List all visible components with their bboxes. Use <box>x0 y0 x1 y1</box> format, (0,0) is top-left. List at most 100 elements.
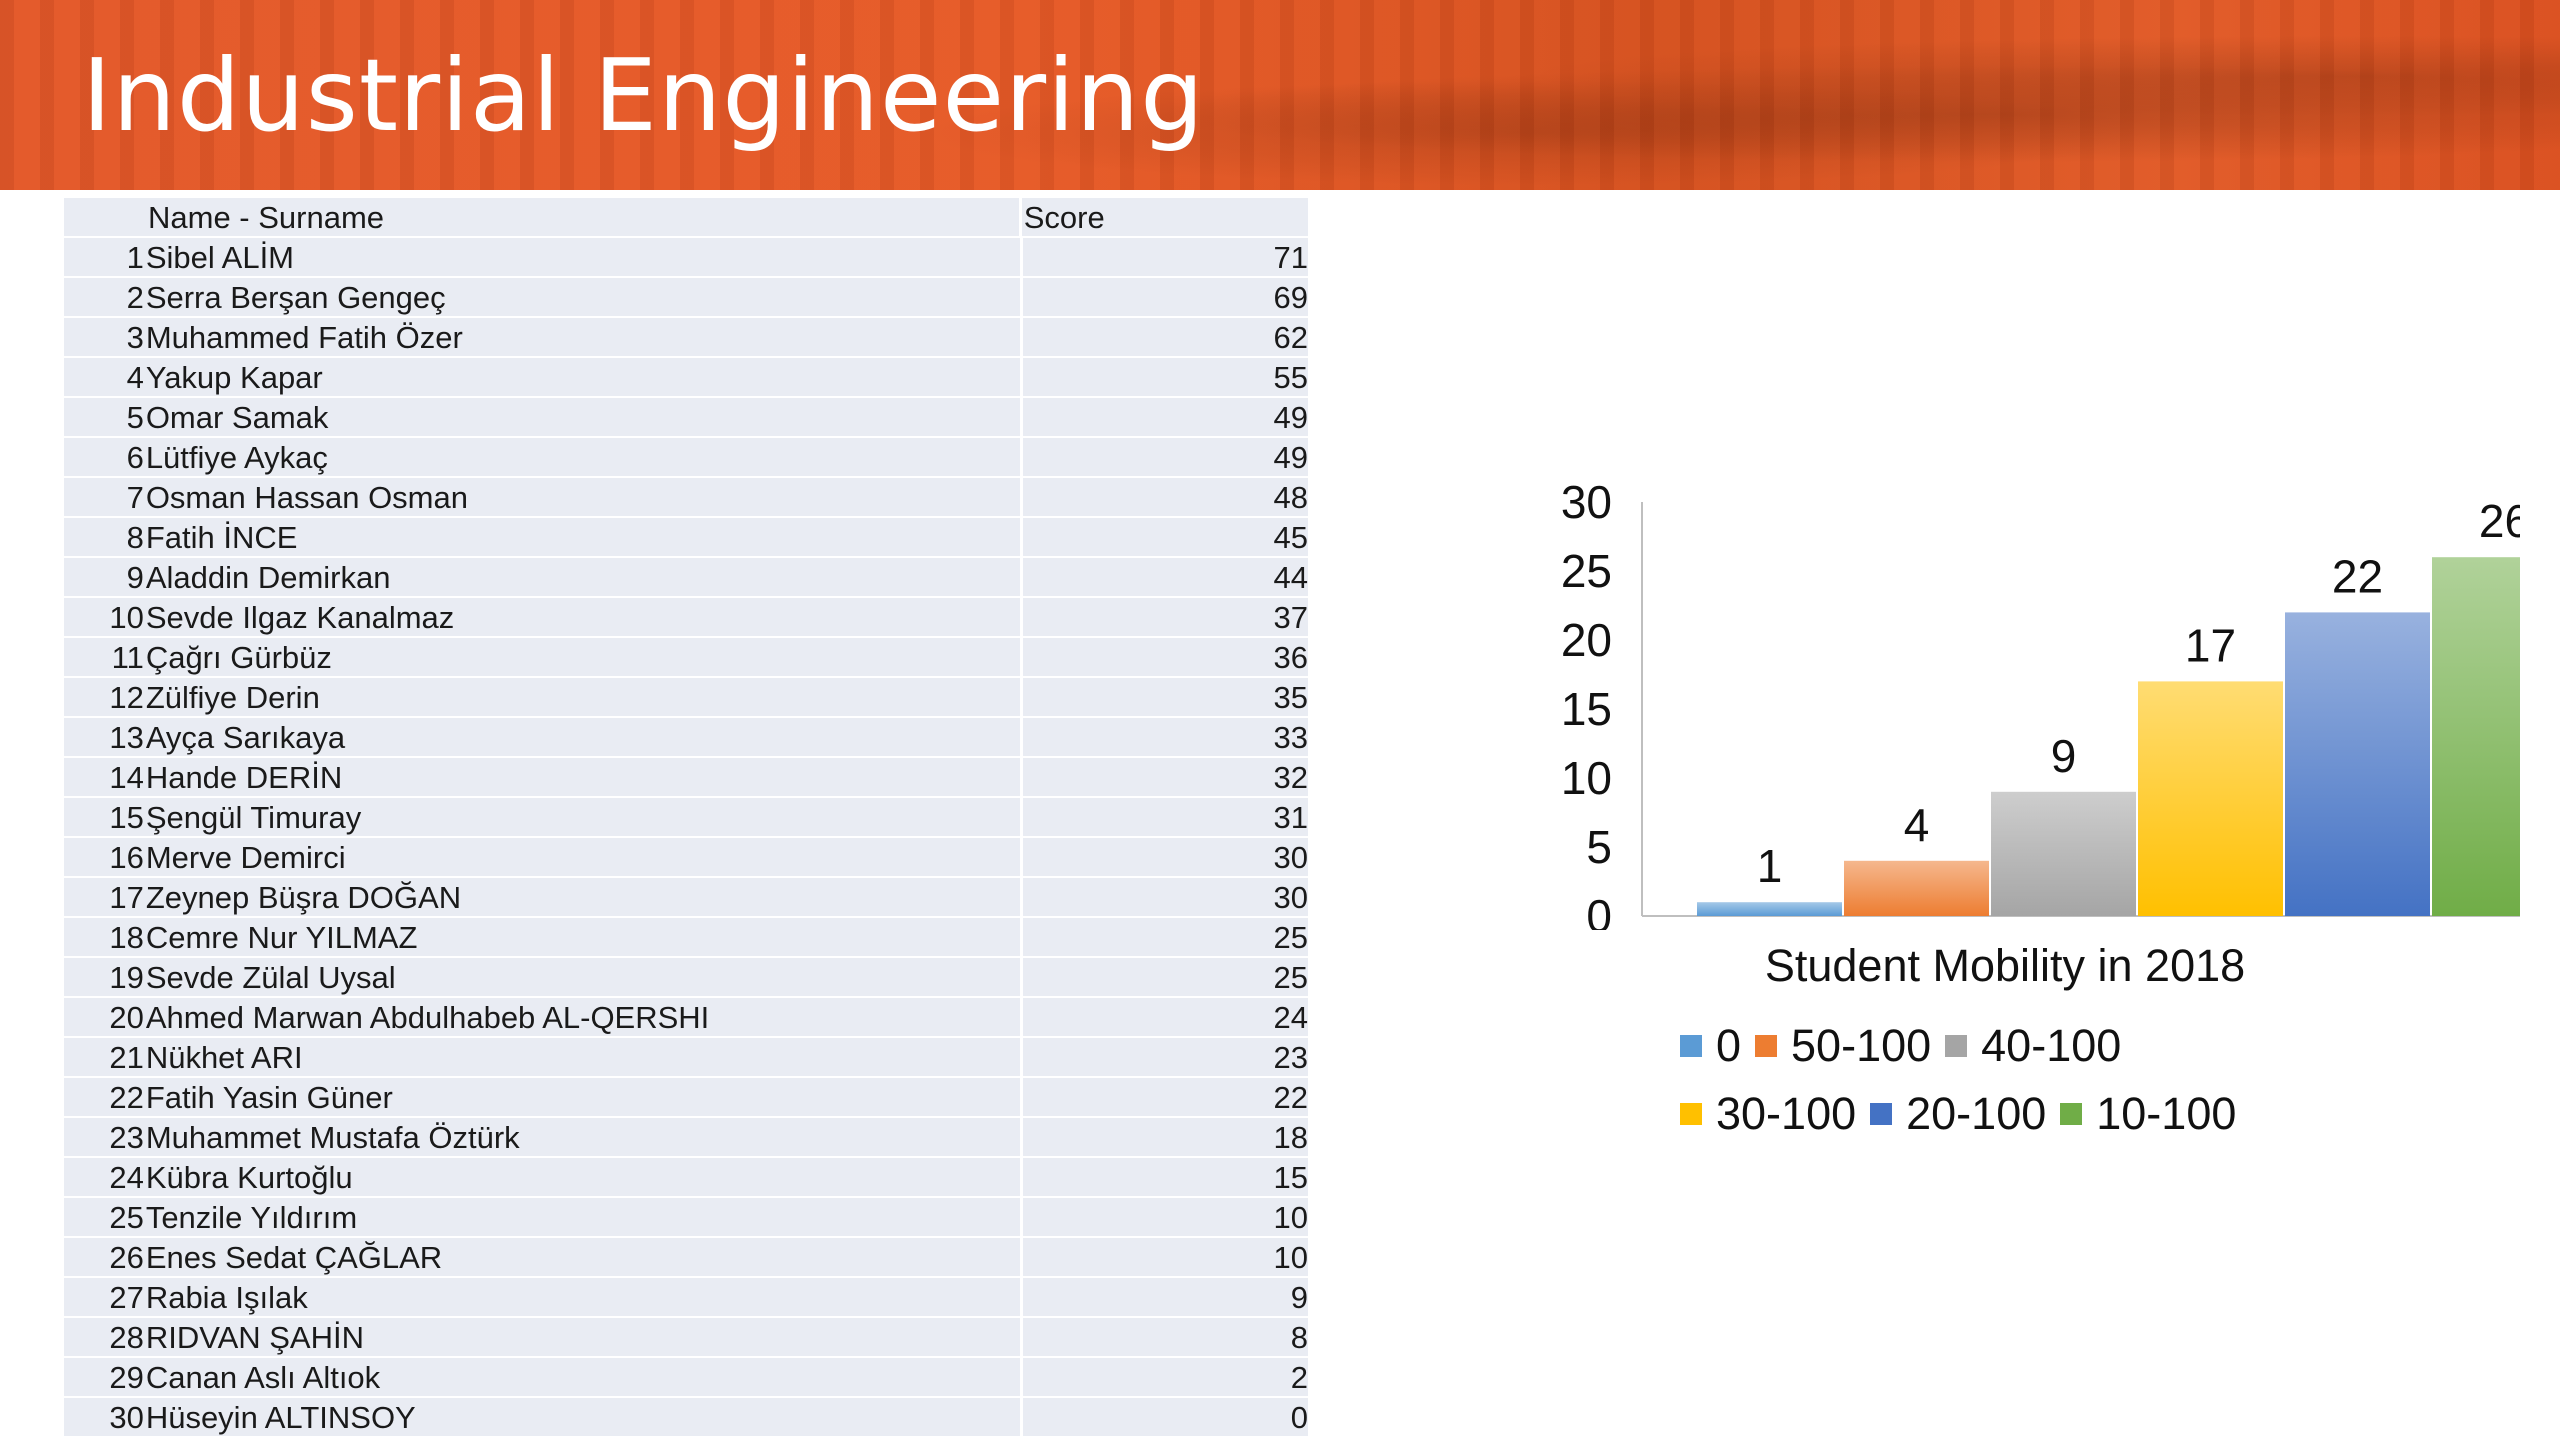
student-name: Zeynep Büşra DOĞAN <box>145 878 1023 916</box>
legend-item-50-100: 50-100 <box>1755 1012 1931 1080</box>
student-name: Osman Hassan Osman <box>145 478 1023 516</box>
y-tick-label: 15 <box>1561 683 1612 735</box>
student-name: RIDVAN ŞAHİN <box>145 1318 1023 1356</box>
header-background-photo <box>0 0 2560 190</box>
legend-item-30-100: 30-100 <box>1680 1080 1856 1148</box>
table-row: 9 Aladdin Demirkan 44 <box>64 558 1309 598</box>
student-score: 45 <box>1022 518 1309 556</box>
table-row: 2 Serra Berşan Gengeç 69 <box>64 278 1309 318</box>
legend-label: 40-100 <box>1981 1020 2122 1071</box>
row-number: 10 <box>64 598 146 636</box>
legend-label: 10-100 <box>2096 1088 2237 1139</box>
data-label: 1 <box>1757 840 1783 892</box>
student-name: Şengül Timuray <box>145 798 1023 836</box>
student-score: 31 <box>1022 798 1309 836</box>
legend-swatch <box>1870 1103 1893 1125</box>
row-number: 20 <box>64 998 146 1036</box>
table-row: 19 Sevde Zülal Uysal 25 <box>64 958 1309 998</box>
row-number: 17 <box>64 878 146 916</box>
student-name: Muhammet Mustafa Öztürk <box>145 1118 1023 1156</box>
table-row: 18 Cemre Nur YILMAZ 25 <box>64 918 1309 958</box>
student-name: Kübra Kurtoğlu <box>145 1158 1023 1196</box>
legend-label: 50-100 <box>1791 1020 1932 1071</box>
column-header-score: Score <box>1021 198 1308 236</box>
row-number: 13 <box>64 718 146 756</box>
legend-item-10-100: 10-100 <box>2060 1080 2236 1148</box>
y-tick-label: 25 <box>1561 545 1612 597</box>
legend-label: 0 <box>1716 1020 1742 1071</box>
table-row: 12 Zülfiye Derin 35 <box>64 678 1309 718</box>
row-number: 11 <box>64 638 146 676</box>
row-number: 1 <box>64 238 146 276</box>
row-number: 30 <box>64 1398 146 1436</box>
table-row: 5 Omar Samak 49 <box>64 398 1309 438</box>
table-row: 6 Lütfiye Aykaç 49 <box>64 438 1309 478</box>
table-row: 28 RIDVAN ŞAHİN 8 <box>64 1318 1309 1358</box>
student-name: Yakup Kapar <box>145 358 1023 396</box>
y-tick-label: 20 <box>1561 614 1612 666</box>
table-row: 14 Hande DERİN 32 <box>64 758 1309 798</box>
student-score: 25 <box>1022 918 1309 956</box>
chart-title: Student Mobility in 2018 <box>1764 940 2246 991</box>
student-score: 49 <box>1022 398 1309 436</box>
y-tick-label: 5 <box>1586 821 1612 873</box>
bar-0 <box>1697 902 1842 916</box>
legend-swatch <box>2060 1103 2083 1125</box>
legend-swatch <box>1680 1103 1702 1125</box>
table-row: 25 Tenzile Yıldırım 10 <box>64 1198 1309 1238</box>
table-row: 24 Kübra Kurtoğlu 15 <box>64 1158 1309 1198</box>
student-score: 32 <box>1022 758 1309 796</box>
data-label: 4 <box>1904 799 1930 851</box>
student-name: Lütfiye Aykaç <box>145 438 1023 476</box>
row-number: 2 <box>64 278 146 316</box>
row-number: 29 <box>64 1358 146 1396</box>
student-name: Muhammed Fatih Özer <box>145 318 1023 356</box>
student-name: Nükhet ARI <box>145 1038 1023 1076</box>
student-score: 9 <box>1022 1278 1309 1316</box>
table-row: 8 Fatih İNCE 45 <box>64 518 1309 558</box>
row-number: 9 <box>64 558 146 596</box>
y-tick-label: 30 <box>1561 476 1612 528</box>
student-score: 30 <box>1022 838 1309 876</box>
student-score: 49 <box>1022 438 1309 476</box>
student-name: Ahmed Marwan Abdulhabeb AL-QERSHI <box>145 998 1023 1036</box>
student-name: Sevde Zülal Uysal <box>145 958 1023 996</box>
row-number: 26 <box>64 1238 146 1276</box>
table-row: 21 Nükhet ARI 23 <box>64 1038 1309 1078</box>
row-number: 8 <box>64 518 146 556</box>
student-name: Serra Berşan Gengeç <box>145 278 1023 316</box>
student-score: 15 <box>1022 1158 1309 1196</box>
data-label: 9 <box>2051 730 2077 782</box>
row-number: 7 <box>64 478 146 516</box>
data-label: 26 <box>2479 495 2520 547</box>
student-name: Cemre Nur YILMAZ <box>145 918 1023 956</box>
table-body: 1 Sibel ALİM 71 2 Serra Berşan Gengeç 69 3 Muha… <box>64 238 1309 1438</box>
table-row: 30 Hüseyin ALTINSOY 0 <box>64 1398 1309 1438</box>
y-tick-label: 0 <box>1586 890 1612 930</box>
student-name: Aladdin Demirkan <box>145 558 1023 596</box>
bar-30-100 <box>2138 681 2283 916</box>
student-score: 24 <box>1022 998 1309 1036</box>
row-number: 21 <box>64 1038 146 1076</box>
table-row: 13 Ayça Sarıkaya 33 <box>64 718 1309 758</box>
table-row: 3 Muhammed Fatih Özer 62 <box>64 318 1309 358</box>
score-table: Name - Surname Score 1 Sibel ALİM 71 2 Serra… <box>64 198 1309 1438</box>
student-name: Fatih Yasin Güner <box>145 1078 1023 1116</box>
table-row: 4 Yakup Kapar 55 <box>64 358 1309 398</box>
table-row: 15 Şengül Timuray 31 <box>64 798 1309 838</box>
table-row: 16 Merve Demirci 30 <box>64 838 1309 878</box>
legend-swatch <box>1680 1035 1702 1057</box>
student-name: Enes Sedat ÇAĞLAR <box>145 1238 1023 1276</box>
student-score: 22 <box>1022 1078 1309 1116</box>
table-row: 20 Ahmed Marwan Abdulhabeb AL-QERSHI 24 <box>64 998 1309 1038</box>
row-number: 3 <box>64 318 146 356</box>
student-score: 37 <box>1022 598 1309 636</box>
student-score: 36 <box>1022 638 1309 676</box>
row-number: 15 <box>64 798 146 836</box>
student-score: 25 <box>1022 958 1309 996</box>
student-score: 23 <box>1022 1038 1309 1076</box>
student-score: 18 <box>1022 1118 1309 1156</box>
legend-item-0: 0 <box>1680 1012 1741 1080</box>
row-number: 27 <box>64 1278 146 1316</box>
